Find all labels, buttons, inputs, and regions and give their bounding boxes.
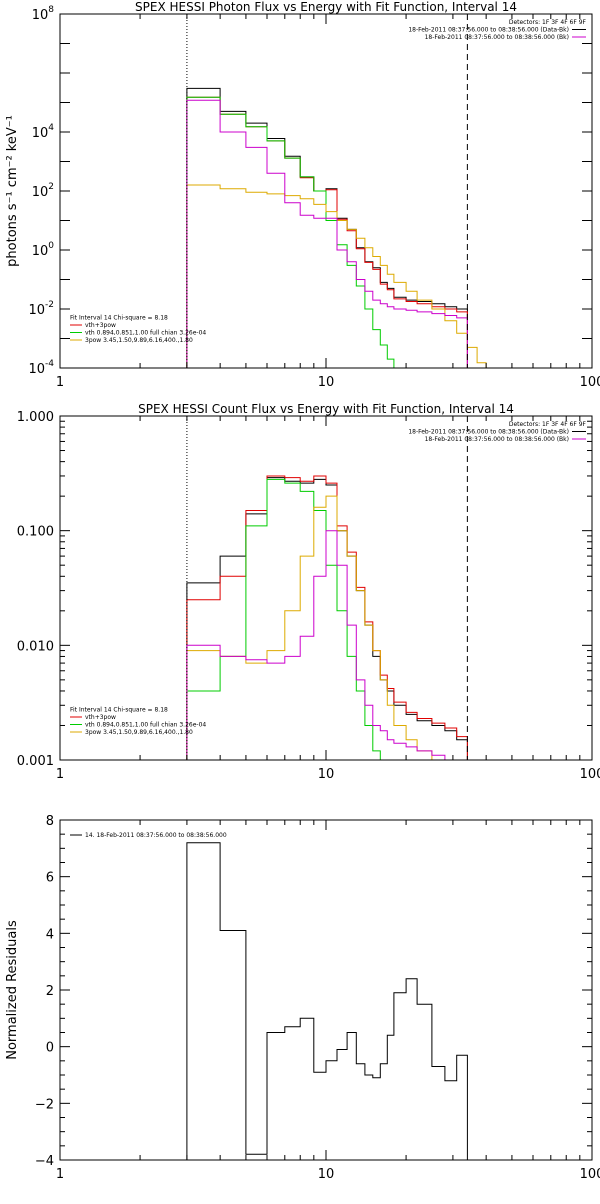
legend-entry: 3pow 3.45,1.50,9.89,6.16,400.,1.80 xyxy=(85,729,193,736)
y-tick-label: 1.000 xyxy=(17,410,54,425)
y-tick-label: 0.001 xyxy=(17,754,54,769)
y-tick-label: 2 xyxy=(46,984,54,999)
series-line-1 xyxy=(186,477,468,760)
panel-3: Normalized Residuals 1 10 100 −4 −2 0 2 4 6 8 14. 1… xyxy=(5,814,600,1182)
y-tick-label: 6 xyxy=(46,871,54,886)
y-tick-label: 0.010 xyxy=(17,639,54,654)
x-tick-label: 1 xyxy=(56,1167,64,1182)
series-line-4 xyxy=(186,495,468,760)
series-line-1 xyxy=(186,842,468,1160)
chart-title: SPEX HESSI Photon Flux vs Energy with Fi… xyxy=(135,0,517,14)
legend-entry: Detectors: 1F 3F 4F 6F 9F xyxy=(509,19,587,26)
legend-entry: 14. 18-Feb-2011 08:37:56.000 to 08:38:56… xyxy=(85,832,227,839)
x-tick-label: 10 xyxy=(318,767,335,782)
x-tick-label: 10 xyxy=(318,1167,335,1182)
series-line-5 xyxy=(186,530,468,760)
legend-entry: vth+3pow xyxy=(85,714,116,721)
y-tick-label: 104 xyxy=(32,123,55,141)
series-line-5 xyxy=(186,99,468,368)
series-line-3 xyxy=(186,96,418,368)
legend-entry: Fit Interval 14 Chi-square = 8.18 xyxy=(70,707,168,714)
legend-entry: vth 0.894,0.851,1.00 full chian 3.26e-04 xyxy=(85,330,206,337)
series-line-2 xyxy=(186,475,468,760)
plot-frame xyxy=(59,819,593,1161)
series-group xyxy=(186,475,468,760)
series-line-1 xyxy=(186,87,468,368)
x-tick-label: 100 xyxy=(580,375,600,390)
series-line-4 xyxy=(186,184,487,368)
y-tick-label: 0 xyxy=(46,1041,54,1056)
y-axis-label: photons s⁻¹ cm⁻² keV⁻¹ xyxy=(5,115,20,267)
panel-2: SPEX HESSI Count Flux vs Energy with Fit… xyxy=(17,402,600,782)
y-tick-label: 0.100 xyxy=(17,525,54,540)
y-tick-label: 10-4 xyxy=(28,359,54,377)
x-tick-label: 100 xyxy=(580,1167,600,1182)
y-tick-label: 100 xyxy=(32,241,55,259)
series-line-2 xyxy=(186,96,468,368)
legend-entry: vth+3pow xyxy=(85,322,116,329)
legend-bottom-left: Fit Interval 14 Chi-square = 8.18vth+3po… xyxy=(70,707,206,736)
x-tick-label: 100 xyxy=(580,767,600,782)
y-tick-label: −2 xyxy=(35,1097,54,1112)
legend-bottom-left: Fit Interval 14 Chi-square = 8.18vth+3po… xyxy=(70,315,206,344)
legend-entry: 18-Feb-2011 08:37:56.000 to 08:38:56.000… xyxy=(425,436,569,443)
y-tick-label: 102 xyxy=(32,182,54,200)
legend-top-left: 14. 18-Feb-2011 08:37:56.000 to 08:38:56… xyxy=(70,832,227,839)
chart-title: SPEX HESSI Count Flux vs Energy with Fit… xyxy=(138,402,514,416)
panel-1: SPEX HESSI Photon Flux vs Energy with Fi… xyxy=(5,0,600,390)
y-tick-label: 10-2 xyxy=(28,300,54,318)
legend-entry: Fit Interval 14 Chi-square = 8.18 xyxy=(70,315,168,322)
legend-entry: 18-Feb-2011 08:37:56.000 to 08:38:56.000… xyxy=(408,429,569,436)
legend-entry: vth 0.894,0.851,1.00 full chian 3.26e-04 xyxy=(85,722,206,729)
legend-entry: 18-Feb-2011 08:37:56.000 to 08:38:56.000… xyxy=(425,34,569,41)
y-tick-label: 8 xyxy=(46,814,54,829)
y-axis-label: Normalized Residuals xyxy=(5,920,20,1060)
x-tick-label: 1 xyxy=(56,375,64,390)
series-group xyxy=(186,842,468,1160)
y-tick-label: −4 xyxy=(35,1154,54,1169)
x-tick-label: 1 xyxy=(56,767,64,782)
series-group xyxy=(186,87,487,368)
x-tick-label: 10 xyxy=(318,375,335,390)
legend-entry: Detectors: 1F 3F 4F 6F 9F xyxy=(509,421,587,428)
y-tick-label: 4 xyxy=(46,927,54,942)
legend-entry: 3pow 3.45,1.50,9.89,6.16,400.,1.80 xyxy=(85,337,193,344)
series-line-3 xyxy=(186,478,418,760)
y-tick-label: 108 xyxy=(32,5,55,23)
legend-entry: 18-Feb-2011 08:37:56.000 to 08:38:56.000… xyxy=(408,27,569,34)
